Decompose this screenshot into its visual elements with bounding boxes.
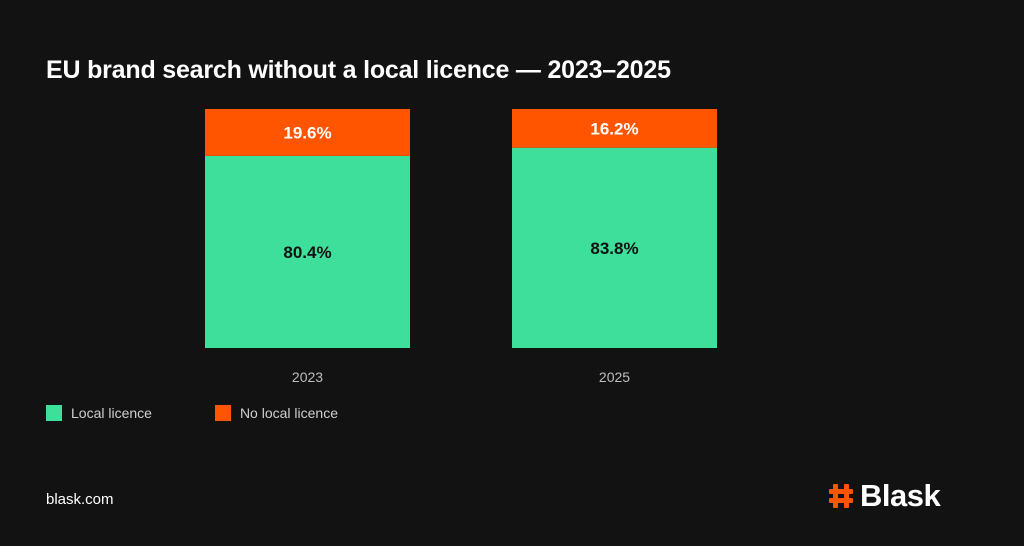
footer-site: blask.com <box>46 491 114 508</box>
x-tick-label: 2025 <box>599 369 630 385</box>
x-tick-label: 2023 <box>292 369 323 385</box>
bar-segment-no-local-licence-2025 <box>512 109 717 148</box>
legend-label: Local licence <box>71 405 152 421</box>
chart-title: EU brand search without a local licence … <box>46 56 671 84</box>
bar-segment-no-local-licence-2023 <box>205 109 410 156</box>
data-label-no-local-licence-2023: 19.6% <box>283 123 331 142</box>
data-label-local-licence-2025: 83.8% <box>590 239 638 258</box>
data-label-local-licence-2023: 80.4% <box>283 243 331 262</box>
legend-swatch-no-local-licence <box>214 405 231 421</box>
legend-item-local-licence: Local licence <box>46 405 152 421</box>
legend-item-no-local-licence: No local licence <box>214 405 338 421</box>
legend-label: No local licence <box>239 405 338 421</box>
data-label-no-local-licence-2025: 16.2% <box>590 119 638 138</box>
hash-icon <box>829 484 853 508</box>
legend-swatch-local-licence <box>46 405 62 421</box>
brand-name: Blask <box>860 478 941 513</box>
legend: Local licence No local licence <box>46 405 401 421</box>
bar-segment-local-licence-2023 <box>205 155 410 348</box>
bar-segment-local-licence-2025 <box>512 147 717 348</box>
brand-logo: Blask <box>828 478 941 514</box>
